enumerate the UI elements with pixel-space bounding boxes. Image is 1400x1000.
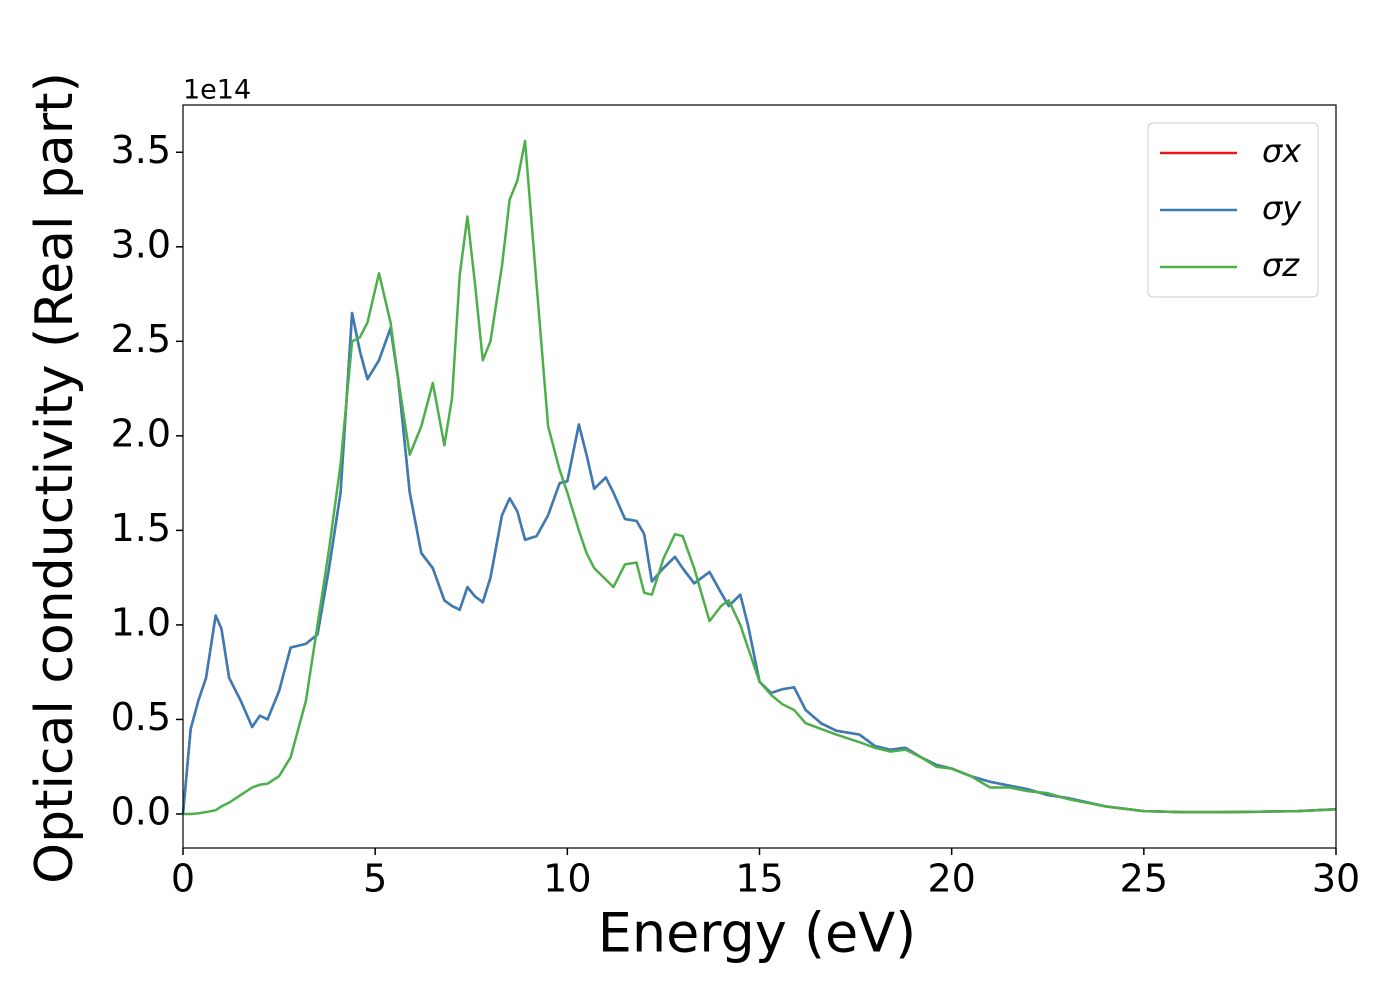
y-tick-label: 3.0	[111, 222, 171, 266]
offset-label: 1e14	[183, 75, 251, 106]
x-tick-label: 15	[735, 857, 783, 901]
x-tick-label: 30	[1312, 857, 1360, 901]
legend-label: σz	[1262, 246, 1300, 284]
plot-frame	[182, 104, 1337, 849]
x-tick-label: 25	[1120, 857, 1168, 901]
y-tick-label: 2.5	[111, 317, 171, 361]
x-tick-label: 0	[171, 857, 195, 901]
legend-label: σx	[1262, 132, 1302, 170]
y-tick-label: 2.0	[111, 411, 171, 455]
series-line	[181, 311, 1337, 815]
series-line	[183, 139, 1337, 816]
y-axis-label: Optical conductivity (Real part)	[25, 72, 85, 884]
legend-label: σy	[1262, 189, 1302, 227]
x-tick-label: 10	[543, 857, 591, 901]
y-tick-label: 1.0	[111, 600, 171, 644]
y-tick-label: 0.5	[111, 695, 171, 739]
y-tick-label: 1.5	[111, 506, 171, 550]
x-tick-label: 5	[363, 857, 387, 901]
y-tick-label: 3.5	[111, 128, 171, 172]
y-tick-label: 0.0	[111, 789, 171, 833]
x-axis-label: Energy (eV)	[598, 902, 917, 965]
series-line	[181, 311, 1337, 815]
x-tick-label: 20	[927, 857, 975, 901]
